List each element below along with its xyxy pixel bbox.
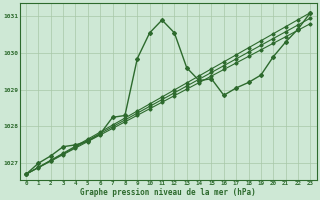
X-axis label: Graphe pression niveau de la mer (hPa): Graphe pression niveau de la mer (hPa): [80, 188, 256, 197]
